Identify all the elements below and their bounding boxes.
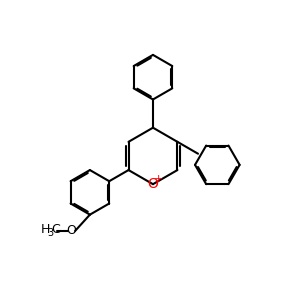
- Text: O: O: [148, 177, 158, 191]
- Text: C: C: [51, 223, 60, 236]
- Text: H: H: [40, 223, 50, 236]
- Text: O: O: [67, 224, 76, 238]
- Text: 3: 3: [48, 228, 54, 239]
- Text: +: +: [154, 174, 163, 184]
